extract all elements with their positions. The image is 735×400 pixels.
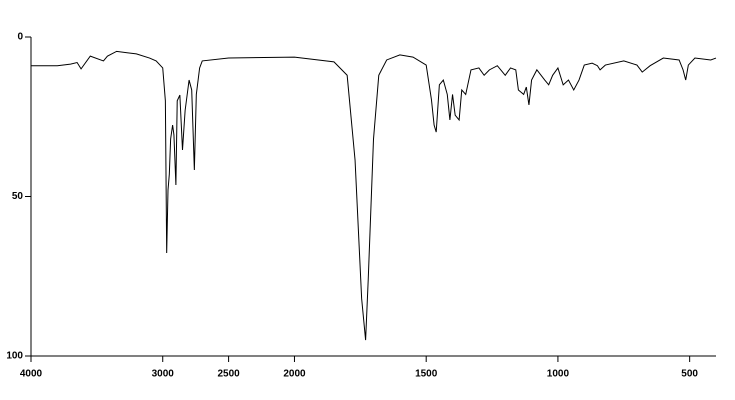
x-tick-label: 1000 [547,369,570,380]
y-tick-label: 0 [17,32,23,43]
x-tick-label: 2500 [217,369,240,380]
x-tick-label: 3000 [152,369,175,380]
x-tick-label: 2000 [283,369,306,380]
spectrum-line [31,50,717,341]
x-tick-label: 500 [681,369,698,380]
y-tick-label: 100 [6,351,23,362]
x-tick-label: 1500 [415,369,438,380]
y-tick-label: 50 [12,191,24,202]
x-tick-label: 4000 [20,369,43,380]
